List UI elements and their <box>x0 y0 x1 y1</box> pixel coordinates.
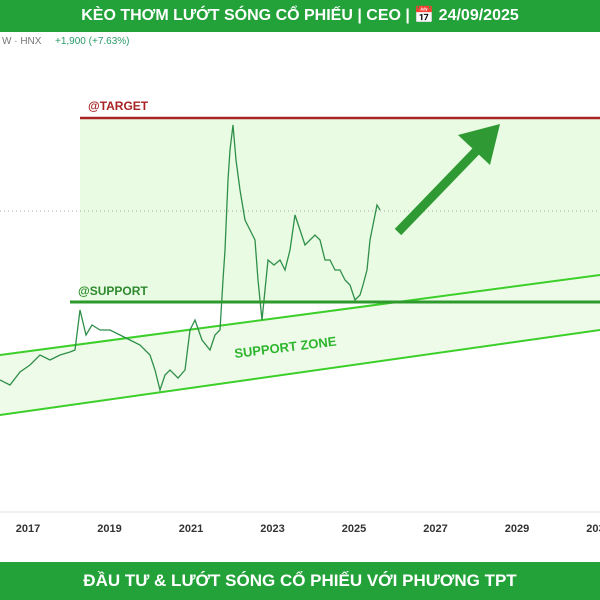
target-zone <box>80 118 600 302</box>
support-label: @SUPPORT <box>78 284 148 298</box>
x-tick-label: 2025 <box>342 523 366 535</box>
header: KÈO THƠM LƯỚT SÓNG CỔ PHIẾU | CEO | 📅 24… <box>0 0 600 32</box>
x-axis: 2017 2019 2021 2023 2025 2027 2029 2031 <box>16 523 600 535</box>
channel-lower <box>0 329 600 416</box>
x-tick-label: 2031 <box>586 523 600 535</box>
x-tick-label: 2023 <box>260 523 284 535</box>
arrow-head <box>458 124 500 165</box>
x-tick-label: 2019 <box>97 523 121 535</box>
channel-upper <box>0 274 600 356</box>
ticker: W · HNX <box>2 36 42 47</box>
x-tick-label: 2017 <box>16 523 40 535</box>
target-label: @TARGET <box>88 99 149 113</box>
arrow-shaft <box>394 141 486 236</box>
x-tick-label: 2029 <box>505 523 529 535</box>
footer: ĐẦU TƯ & LƯỚT SÓNG CỔ PHIẾU VỚI PHƯƠNG T… <box>0 562 600 600</box>
x-tick-label: 2027 <box>423 523 447 535</box>
price-trace <box>0 124 381 393</box>
ticker-change: +1,900 (+7.63%) <box>55 36 130 47</box>
support-channel <box>0 275 600 415</box>
x-tick-label: 2021 <box>179 523 203 535</box>
